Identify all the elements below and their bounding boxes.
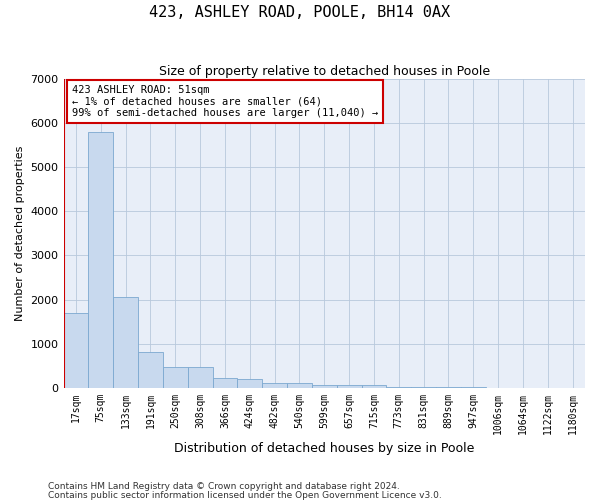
Bar (64, 313, 88, 388)
Bar (138, 352, 163, 388)
Y-axis label: Number of detached properties: Number of detached properties (15, 146, 25, 321)
Bar (362, 386, 386, 388)
Bar (188, 368, 212, 388)
Bar (312, 384, 337, 388)
Bar (337, 386, 362, 388)
Bar (113, 298, 138, 388)
Bar (163, 367, 188, 388)
Text: 423 ASHLEY ROAD: 51sqm
← 1% of detached houses are smaller (64)
99% of semi-deta: 423 ASHLEY ROAD: 51sqm ← 1% of detached … (72, 84, 378, 118)
Bar (212, 378, 238, 388)
Text: Contains public sector information licensed under the Open Government Licence v3: Contains public sector information licen… (48, 490, 442, 500)
Text: Contains HM Land Registry data © Crown copyright and database right 2024.: Contains HM Land Registry data © Crown c… (48, 482, 400, 491)
Bar (262, 384, 287, 388)
Bar (238, 379, 262, 388)
X-axis label: Distribution of detached houses by size in Poole: Distribution of detached houses by size … (174, 442, 475, 455)
Title: Size of property relative to detached houses in Poole: Size of property relative to detached ho… (159, 65, 490, 78)
Text: 423, ASHLEY ROAD, POOLE, BH14 0AX: 423, ASHLEY ROAD, POOLE, BH14 0AX (149, 5, 451, 20)
Bar (287, 383, 312, 388)
Bar (88, 132, 113, 388)
